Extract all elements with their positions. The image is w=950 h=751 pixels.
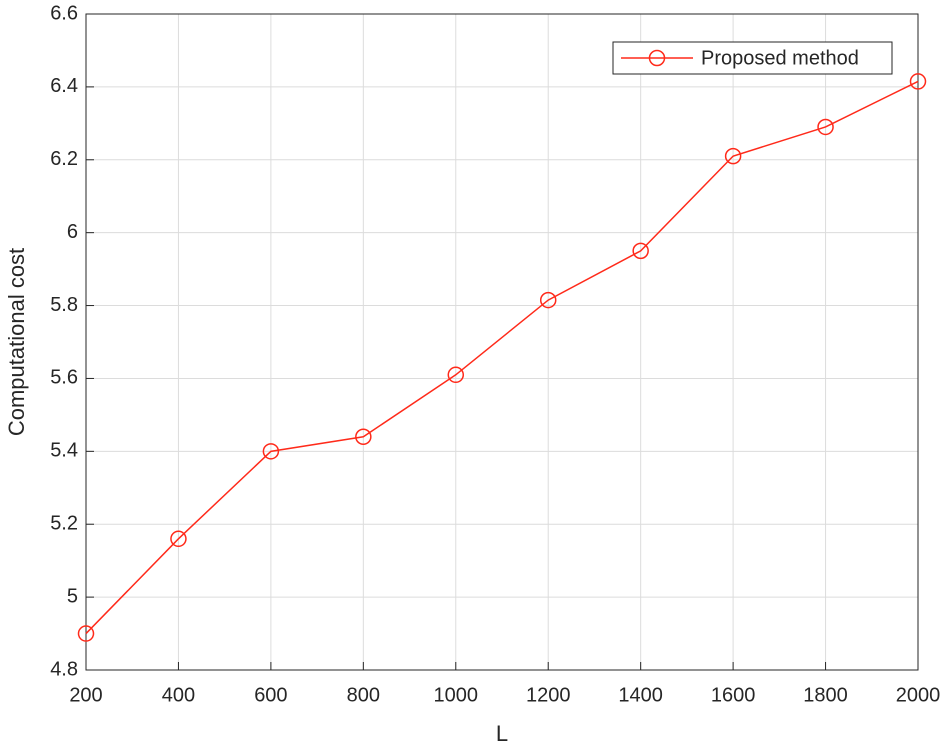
legend-marker [648,49,666,67]
data-point [909,73,927,90]
x-tick-label: 1400 [618,684,663,706]
data-point [724,147,742,165]
x-axis-label: L [496,721,508,746]
data-point [817,118,834,136]
data-point [77,625,95,642]
y-tick-label: 6.2 [50,148,78,170]
y-tick-label: 5.6 [50,367,78,389]
x-tick-label: 200 [69,684,102,706]
x-tick-label: 1000 [434,684,479,706]
data-point [355,428,372,446]
y-tick-label: 5.8 [50,294,78,316]
y-tick-label: 6 [67,221,78,243]
x-tick-label: 800 [347,684,380,706]
y-tick-label: 4.8 [50,658,78,680]
y-axis-label: Computational cost [4,248,29,436]
data-point [539,291,557,309]
y-tick-label: 5.2 [50,513,78,535]
data-line [85,80,919,635]
data-point [262,443,280,460]
x-tick-label: 1200 [526,684,571,706]
x-tick-label: 1600 [711,684,756,706]
x-tick-label: 1800 [803,684,848,706]
x-tick-label: 2000 [896,684,941,706]
x-tick-label: 400 [162,684,195,706]
y-tick-label: 5.4 [50,440,78,462]
plot-frame [85,13,919,671]
y-tick-label: 5 [67,585,78,607]
legend-label: Proposed method [701,47,859,69]
data-point [170,530,187,548]
x-tick-label: 600 [254,684,287,706]
y-tick-label: 6.4 [50,75,78,97]
y-tick-label: 6.6 [50,2,78,24]
data-point [447,366,465,384]
data-point [632,242,649,260]
